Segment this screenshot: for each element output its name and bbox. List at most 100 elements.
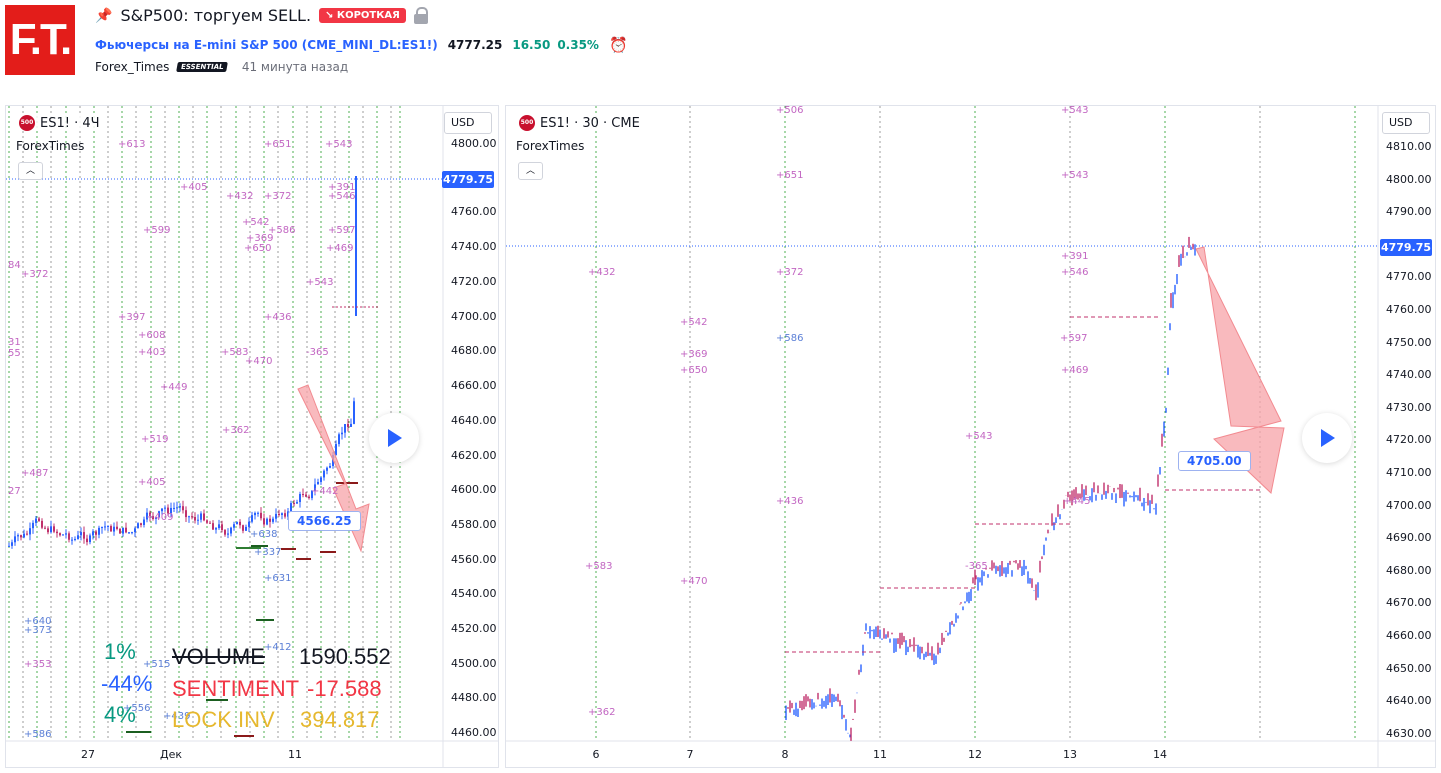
annotation-label: +432 (226, 191, 253, 202)
candle-body (125, 527, 127, 533)
annotation-label: 84 (8, 260, 21, 271)
annotation-label: +436 (776, 496, 803, 507)
lock-label: LOCK INV (172, 707, 275, 732)
annotation-label: +651 (264, 139, 291, 150)
candle-body (254, 512, 256, 516)
annotation-label: +583 (585, 561, 612, 572)
candle-body (98, 527, 100, 535)
candle-body (11, 542, 13, 546)
price-tick-label: 4620.00 (451, 449, 497, 462)
volume-value: 1590.552 (299, 644, 391, 669)
annotation-label: +613 (118, 139, 145, 150)
candle-body (128, 532, 130, 534)
candle-body (197, 519, 199, 521)
price-tick-label: 4540.00 (451, 587, 497, 600)
price-tick-label: 4790.00 (1386, 205, 1432, 219)
price-tick-label: 4690.00 (1386, 531, 1432, 545)
annotation-label: +432 (588, 267, 615, 278)
candle-body (227, 533, 229, 535)
candle-body (164, 507, 166, 509)
candle-body (32, 522, 34, 529)
price-tick-label: 4670.00 (1386, 596, 1432, 610)
candle-body (266, 518, 268, 525)
candle-body (116, 526, 118, 529)
volume-pct: 1% (104, 639, 136, 664)
author-logo[interactable]: F.T. (5, 5, 75, 75)
price-tick-label: 4650.00 (1386, 661, 1432, 675)
candle-body (152, 515, 154, 519)
candle-body (56, 531, 58, 534)
candle-body (8, 545, 10, 547)
candle-body (335, 444, 337, 455)
collapse-legend-button[interactable]: ︿ (518, 162, 543, 180)
price-tick-label: 4760.00 (451, 205, 497, 218)
annotation-label: +546 (1061, 267, 1088, 278)
candle-body (62, 534, 64, 536)
candle-body (137, 523, 139, 529)
annotation-label: +337 (254, 547, 281, 558)
chart-30m-canvas[interactable]: +506 +543 +651 +543 +432 +372 +391 +546 +542 +586… (506, 106, 1436, 768)
candle-body (320, 477, 322, 482)
alarm-clock-icon[interactable]: ⏰ (608, 36, 628, 54)
price-tick-label: 4460.00 (451, 726, 497, 739)
candle-body (77, 535, 79, 539)
symbol-name-link[interactable]: Фьючерсы на E-mini S&P 500 (CME_MINI_DL:… (95, 38, 438, 52)
candle-body (92, 531, 94, 536)
annotation-label: +469 (326, 243, 353, 254)
chart-4h-canvas[interactable]: +613 +651 +543 +405 +432 +372 +391+546 +599 +542… (6, 106, 499, 768)
chart-4h[interactable]: +613 +651 +543 +405 +432 +372 +391 +546 +599 +542… (5, 105, 499, 768)
sentiment-value: -17.588 (307, 676, 382, 701)
annotation-label: +439 (163, 711, 190, 722)
candle-body (140, 523, 142, 525)
price-tick-label: 4810.00 (1386, 140, 1432, 153)
annotation-label: +608 (138, 330, 165, 341)
price-tick-label: 4730.00 (1386, 400, 1432, 414)
candle-body (176, 507, 178, 509)
annotation-label: 27 (8, 486, 21, 497)
candle-body (161, 508, 163, 512)
candle-body (131, 532, 133, 534)
short-arrow (1195, 246, 1285, 494)
candle-body (299, 494, 301, 503)
candle-body (179, 506, 181, 508)
candle-body (65, 533, 67, 535)
candle-body (110, 525, 112, 532)
annotation-label: +469 (1061, 365, 1088, 376)
annotation-label: +372 (776, 267, 803, 278)
annotation-label: +542 (680, 317, 707, 328)
es-logo-icon: 500 (519, 115, 535, 131)
candle-body (269, 518, 271, 522)
annotation-label: +405 (138, 477, 165, 488)
collapse-legend-button[interactable]: ︿ (18, 162, 43, 180)
annotation-label: +369 (246, 233, 273, 244)
candle-body (173, 507, 175, 509)
annotation-label: +391 (1061, 251, 1088, 262)
chart-30m-legend: 500 ES1! · 30 · CME (516, 115, 643, 131)
time-tick-label: 14 (1153, 748, 1167, 761)
candle-body (104, 526, 106, 528)
candle-body (50, 526, 52, 533)
price-tick-label: 4500.00 (451, 657, 497, 670)
candle-body (134, 528, 136, 533)
candle-body (260, 512, 262, 519)
candle-body (242, 525, 244, 531)
idea-title: S&P500: торгуем SELL. (120, 6, 312, 25)
candle-body (296, 502, 298, 504)
author-name[interactable]: Forex_Times (95, 60, 170, 74)
annotation-label: +449 (160, 382, 187, 393)
play-button[interactable] (1302, 413, 1352, 463)
candle-body (344, 424, 346, 433)
annotation-label: +436 (264, 312, 291, 323)
price-tick-label: 4660.00 (451, 379, 497, 392)
annotation-label: +650 (244, 243, 271, 254)
chart-30m[interactable]: +506 +543 +651 +543 +432 +372 +391 +546 +542 +586… (505, 105, 1436, 768)
candle-body (350, 423, 352, 427)
currency-button[interactable]: USD (1382, 112, 1430, 134)
annotation-label: +362 (222, 425, 249, 436)
currency-button[interactable]: USD (444, 112, 492, 134)
annotation-label: +409 (146, 512, 173, 523)
annotation-label: 31 (8, 337, 21, 348)
candle-body (212, 523, 214, 530)
play-button[interactable] (369, 413, 419, 463)
candle-body (290, 503, 292, 512)
